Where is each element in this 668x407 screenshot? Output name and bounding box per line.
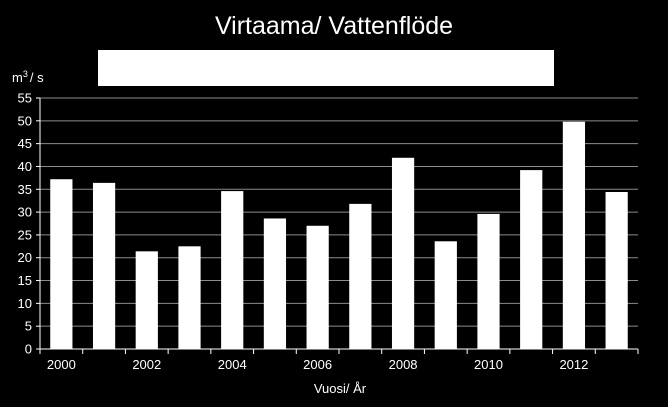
blank-banner (98, 50, 554, 86)
x-tick-label: 2004 (218, 357, 247, 372)
y-tick-label: 50 (18, 113, 32, 128)
y-tick-label: 45 (18, 136, 32, 151)
bar (50, 179, 73, 349)
grid-lines (36, 97, 638, 350)
bar (221, 191, 244, 349)
y-axis-unit-label: m3/ s (12, 69, 44, 85)
bars (50, 121, 628, 349)
y-unit-base: m (12, 70, 23, 85)
bar (92, 182, 116, 349)
bar (135, 251, 158, 349)
bar (178, 246, 201, 349)
y-tick-label: 20 (18, 250, 32, 265)
y-tick-label: 0 (25, 342, 32, 357)
x-tick-label: 2006 (303, 357, 332, 372)
y-tick-label: 40 (18, 159, 32, 174)
bar (605, 192, 628, 349)
y-tick-labels: 0 5 10 15 20 25 30 35 40 45 50 55 (18, 91, 32, 357)
bar (477, 213, 500, 349)
x-tick-label: 2010 (474, 357, 503, 372)
bar (349, 203, 372, 349)
y-unit-tail: / s (30, 70, 44, 85)
x-tick-label: 2000 (47, 357, 76, 372)
y-tick-label: 30 (18, 205, 32, 220)
y-tick-label: 55 (18, 91, 32, 106)
y-tick-label: 10 (18, 296, 32, 311)
y-tick-label: 25 (18, 227, 32, 242)
x-tick-labels: 2000 2002 2004 2006 2008 2010 2012 (47, 357, 588, 372)
bar (306, 225, 329, 349)
x-tick-label: 2002 (132, 357, 161, 372)
chart-title: Virtaama/ Vattenflöde (215, 12, 453, 40)
bar (434, 241, 457, 349)
bar (263, 218, 287, 349)
y-tick-label: 35 (18, 182, 32, 197)
axes (36, 98, 639, 354)
bar (391, 157, 415, 349)
x-tick-label: 2012 (559, 357, 588, 372)
y-tick-label: 15 (18, 273, 32, 288)
bar (520, 170, 543, 349)
x-tick-label: 2008 (389, 357, 418, 372)
y-tick-label: 5 (25, 319, 32, 334)
x-axis-label: Vuosi/ År (314, 381, 367, 396)
bar (562, 121, 586, 349)
y-unit-superscript: 3 (23, 69, 28, 79)
